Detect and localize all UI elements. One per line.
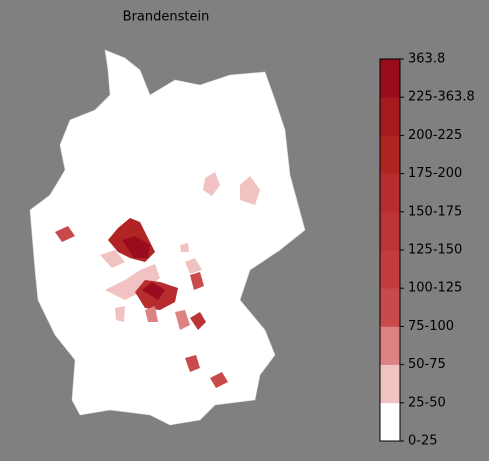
map-title: Brandenstein xyxy=(123,10,210,25)
region xyxy=(115,306,125,322)
country-outline xyxy=(29,49,306,426)
colorbar-label: 200-225 xyxy=(408,128,462,143)
colorbar-segment xyxy=(380,173,400,213)
germany-map xyxy=(29,49,306,426)
colorbar-label: 125-150 xyxy=(408,243,462,258)
region xyxy=(203,172,220,196)
colorbar-label: 225-363.8 xyxy=(408,90,475,105)
colorbar: 0-25 25-50 50-75 75-100 100-125 125-150 150-17… xyxy=(379,52,475,449)
region xyxy=(185,258,202,274)
region xyxy=(55,226,75,242)
colorbar-segment xyxy=(380,97,400,136)
colorbar-segment xyxy=(380,364,400,404)
region xyxy=(175,310,190,330)
colorbar-label: 0-25 xyxy=(408,434,438,449)
region xyxy=(190,312,206,330)
region xyxy=(180,243,189,252)
colorbar-label: 175-200 xyxy=(408,166,462,181)
colorbar-label: 100-125 xyxy=(408,281,462,296)
region xyxy=(100,250,125,268)
colorbar-segment xyxy=(380,288,400,327)
region xyxy=(105,264,160,300)
colorbar-segment xyxy=(380,326,400,365)
colorbar-segment xyxy=(380,59,400,98)
region xyxy=(240,176,260,205)
colorbar-label: 150-175 xyxy=(408,204,462,219)
region xyxy=(122,236,150,258)
region xyxy=(185,355,200,372)
colorbar-segment xyxy=(380,250,400,289)
colorbar-segment xyxy=(380,211,400,251)
region xyxy=(210,372,228,388)
colorbar-label: 75-100 xyxy=(408,319,454,334)
region xyxy=(190,272,204,290)
colorbar-label: 363.8 xyxy=(408,52,445,67)
colorbar-segment xyxy=(380,135,400,174)
region xyxy=(142,282,165,300)
colorbar-label: 25-50 xyxy=(408,395,446,410)
colorbar-label: 50-75 xyxy=(408,357,446,372)
region xyxy=(145,306,158,322)
colorbar-segment xyxy=(380,402,400,442)
